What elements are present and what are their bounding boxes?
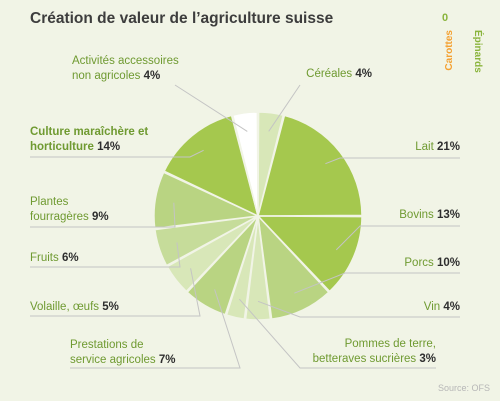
slice-label-text: Porcs [404,257,434,269]
slice-value: 4% [352,68,372,80]
pie-slice-lait [257,114,363,217]
slice-label-text: non agricoles [72,70,141,82]
corner-decoration: 0 Carottes Épinards [440,0,500,75]
slice-value: 13% [433,209,460,221]
leader-line-plantes [30,202,176,228]
slice-value: 9% [88,211,109,223]
slice-label-text: betteraves sucrières [312,353,417,365]
slice-label-text: Lait [415,141,434,153]
slice-label-porcs: Porcs 10% [404,256,460,271]
slice-value: 3% [416,353,436,365]
leader-line-culture [30,149,204,158]
pie-slice-plantes [153,171,261,230]
leader-line-pommes [239,298,436,369]
pie-slice-activites [231,111,259,217]
slice-label-text: Bovins [399,209,434,221]
leader-line-porcs [294,272,460,294]
pie-slice-fruits [154,215,259,267]
slice-label-text: Volaille, œufs [30,301,100,313]
slice-value: 7% [155,354,176,366]
pie-slice-culture [163,114,260,218]
leader-line-volaille [30,268,201,317]
slice-label-lait: Lait 21% [415,140,460,155]
slice-label-text: Culture maraîchère et [30,126,149,138]
leader-line-lait [325,157,460,165]
slice-value: 5% [99,301,119,313]
slice-label-volaille: Volaille, œufs 5% [30,300,119,315]
slice-label-bovins: Bovins 13% [399,208,460,223]
leader-line-cereales [268,84,301,132]
slice-label-cereales: Céréales 4% [306,67,372,82]
corner-label-epinards: Épinards [472,30,483,73]
pie-slice-bovins [256,215,363,293]
slice-label-text: Prestations de [70,339,144,351]
leader-line-prestations [70,289,241,369]
slice-label-text: Plantes [30,196,69,208]
corner-zero: 0 [442,12,449,24]
slice-label-vin: Vin 4% [424,300,460,315]
slice-label-text: Céréales [306,68,353,80]
leader-line-bovins [335,225,460,251]
slice-label-activites: Activités accessoires non agricoles 4% [72,54,179,84]
pie-slice-prestations [186,215,259,316]
leader-line-fruits [30,242,181,268]
corner-label-carottes: Carottes [444,30,455,71]
source-note: Source: OFS [437,383,490,393]
slice-label-text: Activités accessoires [72,55,179,67]
slice-label-prestations: Prestations de service agricoles 7% [70,338,175,368]
slice-label-text: Vin [423,301,441,313]
slice-label-text: Pommes de terre, [344,338,436,350]
slice-value: 14% [93,141,121,153]
slice-label-text: horticulture [30,141,94,153]
leader-line-vin [257,300,460,318]
slice-value: 6% [58,252,79,264]
leader-line-activites [174,84,248,132]
slice-label-culture: Culture maraîchère et horticulture 14% [30,125,148,155]
slice-label-text: fourragères [30,211,89,223]
slice-label-plantes: Plantes fourragères 9% [30,195,109,225]
slice-value: 21% [433,141,460,153]
chart-title: Création de valeur de l’agriculture suis… [30,10,334,27]
slice-value: 10% [433,257,460,269]
slice-label-text: service agricoles [70,354,156,366]
slice-label-fruits: Fruits 6% [30,251,79,266]
slice-value: 4% [140,70,161,82]
slice-value: 4% [440,301,460,313]
slice-label-pommes: Pommes de terre, betteraves sucrières 3% [313,337,436,367]
pie-slice-porcs [256,213,330,320]
slice-label-text: Fruits [30,252,59,264]
